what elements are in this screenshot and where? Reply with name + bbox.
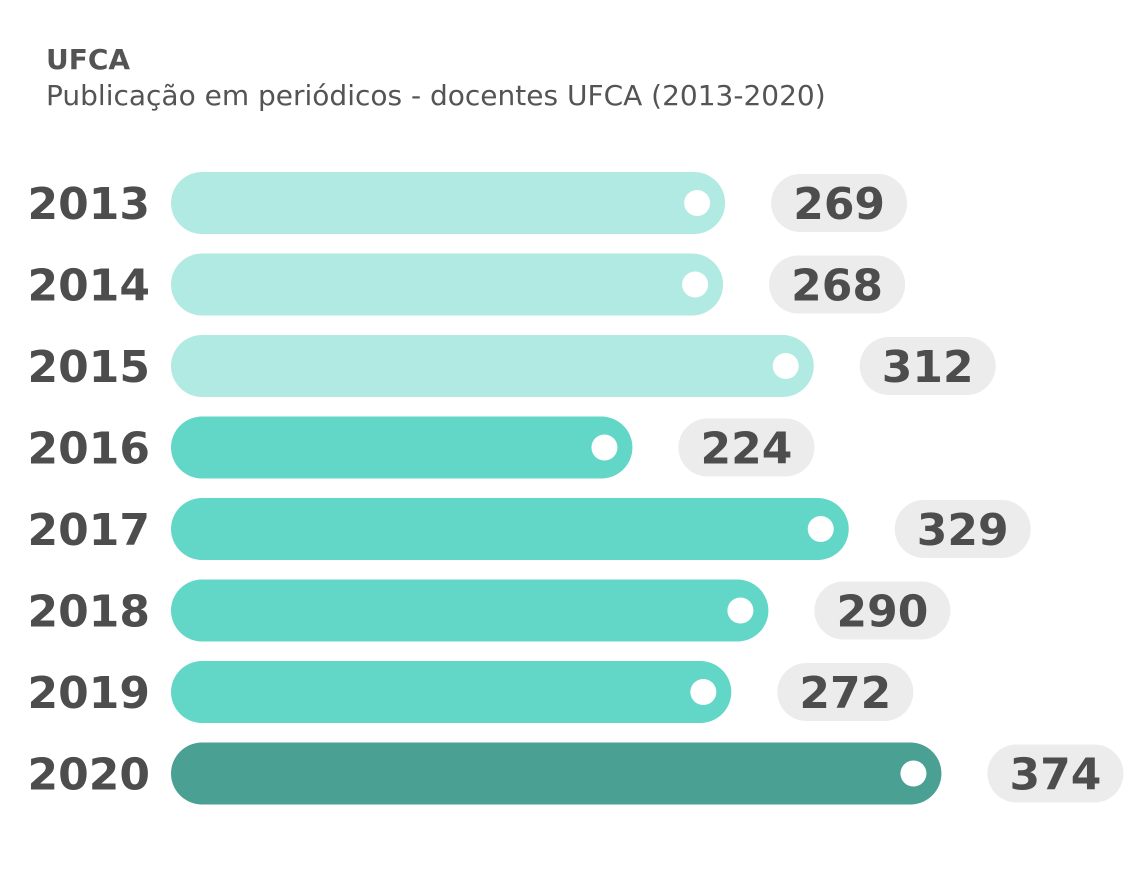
value-label-2017: 329 — [917, 505, 1009, 556]
bar-2018 — [171, 579, 769, 642]
year-label-2019: 2019 — [28, 668, 150, 719]
value-pill-2020 — [987, 744, 1124, 803]
value-label-2014: 268 — [791, 261, 883, 312]
bar-2019 — [171, 661, 732, 723]
value-pill-2016 — [678, 418, 815, 477]
bar-2016 — [171, 416, 633, 479]
year-label-2016: 2016 — [28, 424, 150, 475]
value-label-2020: 374 — [1010, 750, 1102, 801]
chart-subtitle: Publicação em periódicos - docentes UFCA… — [46, 79, 826, 112]
bar-end-dot-2016 — [591, 434, 618, 461]
bar-2020 — [171, 742, 942, 805]
bar-end-dot-2014 — [682, 271, 709, 298]
chart-header: UFCA Publicação em periódicos - docentes… — [46, 42, 826, 114]
value-label-2016: 224 — [701, 424, 793, 475]
bar-2015 — [171, 335, 814, 397]
bar-end-dot-2018 — [727, 597, 754, 624]
value-pill-2014 — [769, 255, 906, 314]
year-label-2015: 2015 — [28, 342, 150, 393]
year-label-2020: 2020 — [28, 750, 150, 801]
value-pill-2018 — [814, 581, 951, 640]
bar-end-dot-2013 — [684, 190, 711, 216]
value-pill-2015 — [859, 337, 996, 395]
bar-2013 — [171, 172, 726, 234]
value-label-2019: 272 — [799, 668, 891, 719]
value-pill-2017 — [894, 500, 1031, 558]
year-label-2017: 2017 — [28, 505, 150, 556]
value-label-2018: 290 — [836, 587, 928, 638]
bar-end-dot-2017 — [807, 516, 834, 542]
value-label-2015: 312 — [882, 342, 974, 393]
value-pill-2019 — [777, 663, 914, 721]
year-label-2013: 2013 — [28, 179, 150, 230]
bar-end-dot-2015 — [772, 353, 799, 379]
chart-title: UFCA — [46, 43, 131, 76]
year-label-2018: 2018 — [28, 587, 150, 638]
value-label-2013: 269 — [793, 179, 885, 230]
bar-2014 — [171, 253, 724, 316]
value-pill-2013 — [771, 174, 908, 232]
bar-end-dot-2020 — [900, 760, 927, 787]
bar-2017 — [171, 498, 849, 560]
bar-end-dot-2019 — [690, 679, 717, 705]
year-label-2014: 2014 — [28, 261, 150, 312]
